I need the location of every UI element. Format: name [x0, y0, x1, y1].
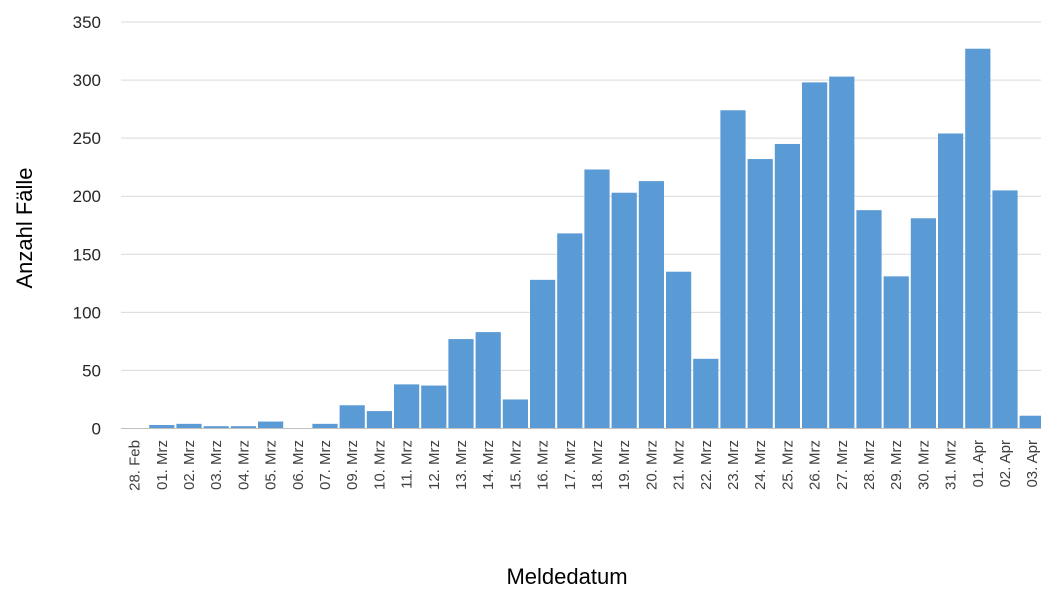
bar: [149, 425, 175, 429]
bar: [475, 332, 501, 429]
x-tick-label: 21. Mrz: [671, 440, 688, 490]
x-tick-label: 31. Mrz: [943, 440, 960, 490]
x-tick-label: 10. Mrz: [371, 440, 388, 490]
bar: [230, 426, 256, 429]
bars: [149, 48, 1041, 429]
bar: [584, 169, 610, 429]
y-tick-label: 50: [82, 361, 101, 380]
x-tick-label: 01. Apr: [970, 440, 987, 488]
bar: [421, 385, 447, 429]
x-tick-label: 02. Apr: [997, 440, 1014, 488]
y-tick-label: 150: [73, 245, 101, 264]
x-tick-label: 28. Mrz: [861, 440, 878, 490]
bar: [557, 233, 583, 429]
y-tick-label: 200: [73, 187, 101, 206]
x-tick-label: 23. Mrz: [725, 440, 742, 490]
bar: [774, 143, 800, 429]
bar: [747, 159, 773, 429]
bar: [366, 411, 392, 429]
bar: [339, 405, 365, 429]
bar: [829, 76, 855, 429]
bar: [530, 279, 556, 429]
x-tick-label: 15. Mrz: [507, 440, 524, 490]
bar: [720, 110, 746, 429]
bar: [883, 276, 909, 429]
x-tick-label: 30. Mrz: [915, 440, 932, 490]
bar: [938, 133, 964, 429]
bar: [1019, 415, 1041, 429]
bar: [802, 82, 828, 429]
x-tick-label: 29. Mrz: [888, 440, 905, 490]
y-tick-labels: 0 50 100 150 200 250 300 350: [73, 13, 101, 439]
x-tick-label: 25. Mrz: [779, 440, 796, 490]
bar: [448, 339, 474, 429]
x-axis-title: Meldedatum: [506, 564, 627, 589]
x-tick-label: 20. Mrz: [643, 440, 660, 490]
y-tick-label: 300: [73, 71, 101, 90]
x-tick-label: 03. Apr: [1024, 440, 1041, 488]
x-tick-label: 13. Mrz: [453, 440, 470, 490]
bar: [910, 218, 936, 429]
x-tick-label: 01. Mrz: [154, 440, 171, 490]
x-tick-label: 05. Mrz: [263, 440, 280, 490]
y-tick-label: 0: [92, 420, 101, 439]
bar: [502, 399, 528, 429]
x-tick-label: 22. Mrz: [698, 440, 715, 490]
x-tick-label: 28. Feb: [127, 440, 144, 491]
x-tick-label: 16. Mrz: [535, 440, 552, 490]
x-tick-labels: 28. Feb 01. Mrz 02. Mrz 03. Mrz 04. Mrz 05. M…: [127, 440, 1041, 491]
x-tick-label: 02. Mrz: [181, 440, 198, 490]
bar: [312, 423, 338, 429]
x-tick-label: 24. Mrz: [752, 440, 769, 490]
y-tick-label: 100: [73, 303, 101, 322]
y-tick-label: 350: [73, 13, 101, 32]
bar: [638, 181, 664, 429]
x-tick-label: 12. Mrz: [426, 440, 443, 490]
bar: [992, 190, 1018, 429]
bar: [965, 48, 991, 429]
x-tick-label: 03. Mrz: [208, 440, 225, 490]
x-tick-label: 11. Mrz: [399, 440, 416, 489]
x-tick-label: 06. Mrz: [290, 440, 307, 490]
x-tick-label: 26. Mrz: [807, 440, 824, 490]
bar: [666, 271, 692, 429]
x-tick-label: 04. Mrz: [235, 440, 252, 490]
y-tick-label: 250: [73, 129, 101, 148]
x-tick-label: 17. Mrz: [562, 440, 579, 490]
bar: [203, 426, 229, 429]
bar: [611, 192, 637, 429]
bar: [258, 421, 284, 429]
bar: [394, 384, 420, 429]
bar: [856, 210, 882, 429]
x-tick-label: 09. Mrz: [344, 440, 361, 490]
bar: [176, 423, 202, 429]
y-axis-title: Anzahl Fälle: [12, 167, 37, 288]
x-tick-label: 07. Mrz: [317, 440, 334, 490]
bar: [693, 358, 719, 429]
x-tick-label: 27. Mrz: [834, 440, 851, 490]
x-tick-label: 19. Mrz: [616, 440, 633, 490]
x-tick-label: 18. Mrz: [589, 440, 606, 490]
x-tick-label: 14. Mrz: [480, 440, 497, 490]
